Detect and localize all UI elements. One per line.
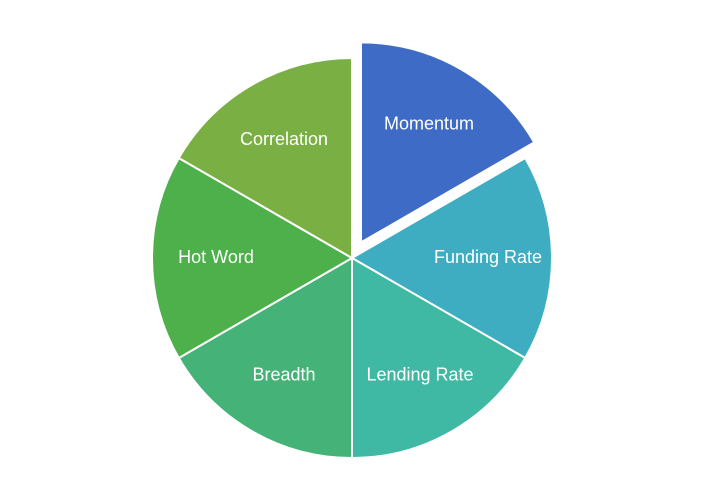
pie-slice-label: Funding Rate	[434, 247, 542, 267]
pie-slice-label: Lending Rate	[366, 365, 473, 385]
pie-slice-label: Momentum	[384, 113, 474, 133]
pie-slice-label: Breadth	[252, 365, 315, 385]
pie-slice-label: Correlation	[240, 129, 328, 149]
pie-slice-label: Hot Word	[178, 247, 254, 267]
pie-chart: Momentum Funding Rate Lending Rate Breadth H…	[0, 0, 705, 500]
